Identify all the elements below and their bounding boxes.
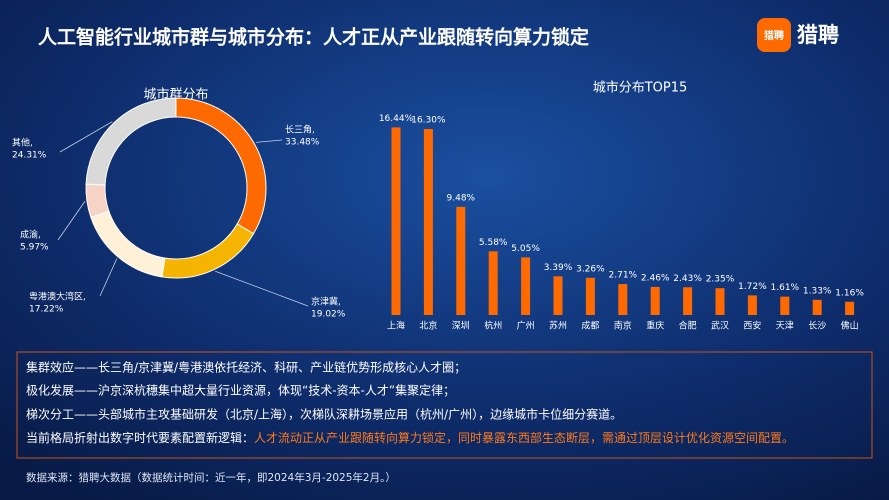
bar	[423, 128, 433, 315]
bar-value-label: 1.61%	[771, 283, 800, 293]
bar-value-label: 3.26%	[576, 264, 605, 274]
x-tick-label: 上海	[387, 320, 405, 332]
bar-value-label: 1.72%	[738, 282, 767, 292]
donut-label-value: 5.97%	[20, 243, 49, 253]
bar-value-label: 1.16%	[835, 288, 864, 298]
bar-title: 城市分布TOP15	[593, 80, 688, 96]
bar	[780, 296, 790, 315]
x-tick-label: 佛山	[841, 320, 859, 332]
bar-value-label: 16.30%	[411, 115, 446, 125]
x-tick-label: 天津	[776, 321, 794, 332]
x-tick-label: 苏州	[549, 320, 567, 332]
notes-box	[16, 351, 873, 459]
logo-icon	[757, 18, 791, 52]
x-tick-label: 南京	[614, 320, 632, 332]
leader-line	[99, 258, 118, 297]
donut-label-value: 24.31%	[12, 151, 47, 161]
x-tick-label: 成都	[581, 320, 599, 332]
donut-label-value: 17.22%	[29, 305, 64, 315]
x-tick-label: 广州	[517, 320, 535, 332]
donut-label-name: 京津冀,	[311, 296, 341, 308]
bar	[456, 206, 466, 315]
x-tick-label: 武汉	[711, 320, 729, 332]
title: 人工智能行业城市群与城市分布：人才正从产业跟随转向算力锁定	[38, 26, 589, 49]
conclusion-highlight: 人才流动正从产业跟随转向算力锁定，同时暴露东西部生态断层，需通过顶层设计优化资源…	[254, 430, 794, 445]
conclusion-lead: 当前格局折射出数字时代要素配置新逻辑：	[26, 430, 254, 445]
bar	[585, 277, 595, 315]
bar	[650, 286, 660, 315]
donut-label-name: 粤港澳大湾区,	[29, 291, 86, 303]
note-line: 集群效应——长三角/京津冀/粤港澳依托经济、科研、产业链优势形成核心人才圈；	[26, 360, 466, 375]
note-line: 梯次分工——头部城市主攻基础研发（北京/上海），次梯队深耕场景应用（杭州/广州）…	[26, 407, 622, 422]
bar-value-label: 2.43%	[673, 274, 702, 284]
bar-value-label: 3.39%	[544, 263, 573, 273]
x-tick-label: 合肥	[679, 320, 697, 332]
note-conclusion: 当前格局折射出数字时代要素配置新逻辑：人才流动正从产业跟随转向算力锁定，同时暴露…	[26, 430, 794, 445]
x-tick-label: 长沙	[808, 320, 826, 332]
bar	[747, 295, 757, 315]
x-tick-label: 西安	[743, 320, 761, 332]
bar-value-label: 9.48%	[447, 193, 476, 203]
x-tick-label: 杭州	[484, 320, 502, 332]
donut-segment	[85, 183, 110, 218]
bar	[812, 299, 822, 315]
bar-value-label: 5.05%	[511, 244, 540, 254]
bar	[845, 301, 855, 315]
bar-value-label: 5.58%	[479, 238, 508, 248]
bar	[391, 127, 401, 315]
bar	[618, 284, 628, 315]
bar	[683, 287, 693, 315]
leader-line	[255, 139, 283, 143]
donut-label-name: 其他,	[12, 137, 33, 149]
x-tick-label: 深圳	[452, 321, 470, 332]
bar	[488, 251, 498, 315]
donut-segment	[85, 97, 177, 186]
leader-line	[57, 200, 86, 241]
leader-line	[59, 121, 113, 153]
source: 数据来源：猎聘大数据（数据统计时间：近一年，即2024年3月-2025年2月。）	[26, 471, 396, 484]
x-tick-label: 重庆	[646, 320, 664, 332]
bar-value-label: 1.33%	[803, 286, 832, 296]
donut-label-name: 成渝,	[20, 229, 41, 241]
bar-value-label: 2.46%	[641, 273, 670, 283]
x-tick-label: 北京	[419, 320, 437, 332]
bar-value-label: 2.71%	[609, 271, 638, 281]
donut-label-value: 33.48%	[285, 138, 320, 148]
bar	[715, 288, 725, 315]
bar-value-label: 2.35%	[706, 275, 735, 285]
leader-line	[215, 270, 309, 307]
logo-name: 猎聘	[797, 23, 839, 47]
bar	[521, 257, 531, 315]
donut-label-name: 长三角,	[285, 124, 315, 136]
bar-value-label: 16.44%	[379, 114, 414, 124]
donut-label-value: 19.02%	[311, 310, 346, 320]
bar	[553, 276, 563, 315]
logo-icon-text: 猎聘	[764, 29, 784, 42]
donut-title: 城市群分布	[143, 87, 208, 103]
note-line: 极化发展——沪京深杭穗集中超大量行业资源，体现“技术-资本-人才”集聚定律；	[26, 383, 455, 398]
